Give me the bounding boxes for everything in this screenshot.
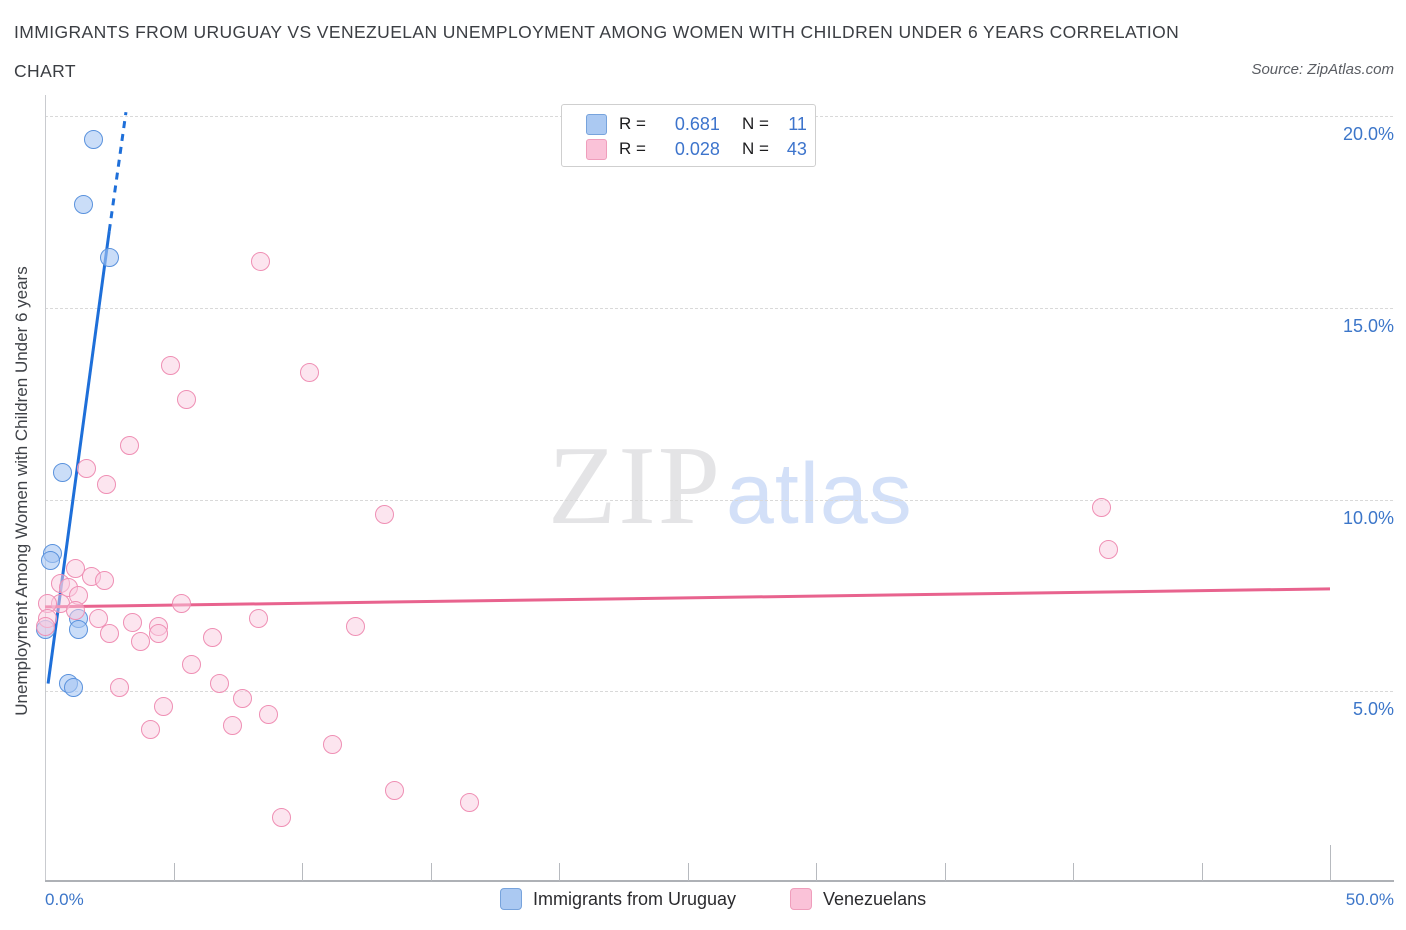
r-label: R =	[619, 139, 646, 158]
x-minor-tick-15	[430, 863, 432, 881]
n-value: 43	[786, 138, 807, 159]
pink-scatter-point[interactable]	[97, 474, 117, 494]
y-axis-title: Unemployment Among Women with Children U…	[12, 266, 31, 716]
uruguay-legend-swatch-icon	[500, 888, 522, 910]
x-minor-tick-5	[173, 863, 175, 881]
y-axis-label-5.0%: 5.0%	[1352, 699, 1394, 720]
gridline-5.0%	[45, 691, 1393, 693]
pink-scatter-point[interactable]	[233, 689, 253, 709]
n-label: N =	[741, 139, 769, 158]
pink-scatter-point[interactable]	[1099, 539, 1119, 559]
page-title: IMMIGRANTS FROM URUGUAY VS VENEZUELAN UN…	[14, 22, 1180, 42]
source-link[interactable]: Source: ZipAtlas.com	[1251, 61, 1394, 78]
gridline-10.0%	[45, 499, 1393, 501]
pink-scatter-point[interactable]	[120, 436, 140, 456]
blue-trend-line-extension	[107, 111, 128, 232]
pink-scatter-point[interactable]	[210, 674, 230, 694]
pink-scatter-point[interactable]	[130, 631, 150, 651]
pink-scatter-point[interactable]	[300, 363, 320, 383]
y-axis-label-20.0%: 20.0%	[1342, 124, 1394, 144]
zipatlas-watermark: ZIP atlas	[548, 424, 913, 548]
blue-scatter-point[interactable]	[63, 677, 83, 697]
uruguay-legend-label: Immigrants from Uruguay	[533, 888, 737, 909]
pink-trend-line	[44, 587, 1331, 609]
gridline-15.0%	[45, 307, 1393, 309]
blue-scatter-point[interactable]	[74, 194, 94, 214]
r-label: R =	[619, 114, 646, 133]
pink-scatter-point[interactable]	[459, 792, 479, 812]
blue-scatter-point[interactable]	[99, 248, 119, 268]
pink-scatter-point[interactable]	[374, 505, 394, 525]
blue-scatter-point[interactable]	[40, 551, 60, 571]
pink-scatter-point[interactable]	[66, 601, 86, 621]
y-axis-line	[45, 95, 46, 881]
pink-scatter-point[interactable]	[248, 608, 268, 628]
x-minor-tick-25	[687, 863, 689, 881]
x-axis-label-0.0%: 0.0%	[45, 890, 84, 909]
pink-scatter-point[interactable]	[176, 390, 196, 410]
pink-scatter-point[interactable]	[122, 612, 142, 632]
page-title-line2: CHART	[14, 61, 76, 81]
legend-item-venezuelans: Venezuelans	[790, 888, 926, 910]
r-value: 0.028	[674, 138, 720, 159]
blue-scatter-point[interactable]	[53, 463, 73, 483]
x-axis-line	[45, 880, 1394, 882]
pink-scatter-point[interactable]	[223, 716, 243, 736]
blue-scatter-point[interactable]	[68, 620, 88, 640]
pink-scatter-point[interactable]	[385, 781, 405, 801]
pink-scatter-point[interactable]	[94, 570, 114, 590]
pink-scatter-point[interactable]	[76, 459, 96, 479]
pink-scatter-point[interactable]	[110, 677, 130, 697]
x-minor-tick-45	[1201, 863, 1203, 881]
pink-scatter-point[interactable]	[35, 616, 55, 636]
x-minor-tick-20	[559, 863, 560, 881]
legend-row-venezuelans: R = 0.028 N = 43	[586, 137, 815, 161]
legend-item-uruguay: Immigrants from Uruguay	[500, 888, 736, 910]
x-major-tick-50	[1330, 845, 1331, 881]
n-value: 11	[788, 113, 807, 134]
pink-scatter-point[interactable]	[153, 697, 173, 717]
legend-row-uruguay: R = 0.681 N = 11	[586, 112, 815, 136]
pink-scatter-point[interactable]	[259, 704, 279, 724]
pink-scatter-point[interactable]	[140, 720, 160, 740]
venezuelans-legend-swatch-icon	[790, 888, 812, 910]
r-value: 0.681	[674, 113, 720, 134]
pink-scatter-point[interactable]	[1091, 497, 1111, 517]
x-minor-tick-35	[944, 863, 946, 881]
venezuelans-swatch-icon	[586, 138, 607, 160]
pink-scatter-point[interactable]	[271, 808, 291, 828]
pink-scatter-point[interactable]	[181, 654, 201, 674]
pink-scatter-point[interactable]	[148, 624, 168, 644]
pink-scatter-point[interactable]	[346, 616, 366, 636]
series-legend: Immigrants from Uruguay Venezuelans	[0, 888, 1406, 918]
pink-scatter-point[interactable]	[202, 628, 222, 648]
blue-scatter-point[interactable]	[84, 129, 104, 149]
pink-scatter-point[interactable]	[251, 252, 271, 272]
x-minor-tick-40	[1073, 863, 1074, 881]
venezuelans-legend-label: Venezuelans	[823, 888, 927, 909]
y-axis-label-15.0%: 15.0%	[1342, 315, 1394, 336]
pink-scatter-point[interactable]	[161, 355, 181, 375]
correlation-legend-box: R = 0.681 N = 11 R = 0.028 N = 43	[561, 104, 816, 167]
watermark-zip-text: ZIP	[548, 424, 722, 548]
pink-scatter-point[interactable]	[99, 624, 119, 644]
x-minor-tick-30	[816, 863, 817, 881]
y-axis-label-10.0%: 10.0%	[1342, 507, 1394, 528]
n-label: N =	[741, 114, 769, 133]
uruguay-swatch-icon	[586, 113, 607, 135]
x-minor-tick-10	[302, 863, 303, 881]
pink-scatter-point[interactable]	[171, 593, 191, 613]
watermark-atlas-text: atlas	[726, 446, 913, 542]
pink-scatter-point[interactable]	[89, 608, 109, 628]
pink-scatter-point[interactable]	[323, 735, 343, 755]
x-axis-label-50.0%: 50.0%	[1345, 890, 1394, 909]
